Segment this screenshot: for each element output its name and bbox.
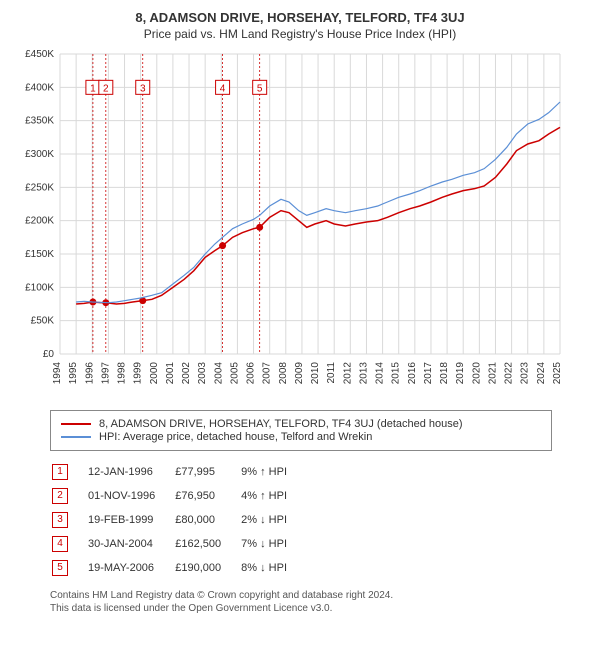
sale-date: 30-JAN-2004	[88, 533, 173, 555]
sale-marker-1: 1	[52, 464, 68, 480]
chart-area: £0 £50K £100K £150K £200K £250K £300K £350K £400…	[10, 49, 590, 402]
table-row: 3 19-FEB-1999£80,0002% ↓ HPI	[52, 509, 305, 531]
sales-table: 112-JAN-1996£77,9959% ↑ HPI201-NOV-1996£…	[50, 459, 307, 581]
svg-text:2011: 2011	[326, 362, 337, 384]
sale-price: £162,500	[175, 533, 239, 555]
svg-text:2007: 2007	[262, 362, 273, 385]
sale-date: 01-NOV-1996	[88, 485, 173, 507]
svg-text:2017: 2017	[423, 362, 434, 385]
svg-text:2000: 2000	[149, 362, 160, 385]
svg-text:2018: 2018	[439, 362, 450, 385]
legend-item: 8, ADAMSON DRIVE, HORSEHAY, TELFORD, TF4…	[61, 418, 541, 430]
sale-delta: 7% ↓ HPI	[241, 533, 305, 555]
sale-marker-3: 3	[52, 512, 68, 528]
svg-text:5: 5	[257, 83, 263, 94]
svg-text:1: 1	[90, 83, 96, 94]
svg-text:2013: 2013	[358, 362, 369, 385]
sale-price: £190,000	[175, 557, 239, 579]
svg-text:2001: 2001	[165, 362, 176, 385]
svg-text:2023: 2023	[520, 362, 531, 385]
svg-text:2022: 2022	[504, 362, 515, 385]
svg-text:2: 2	[103, 83, 109, 94]
sale-price: £76,950	[175, 485, 239, 507]
sale-price: £80,000	[175, 509, 239, 531]
chart-subtitle: Price paid vs. HM Land Registry's House …	[10, 27, 590, 41]
svg-text:2002: 2002	[181, 362, 192, 385]
legend-box: 8, ADAMSON DRIVE, HORSEHAY, TELFORD, TF4…	[50, 410, 552, 451]
sale-delta: 9% ↑ HPI	[241, 461, 305, 483]
svg-text:1999: 1999	[133, 362, 144, 385]
svg-text:2020: 2020	[471, 362, 482, 385]
table-row: 4 30-JAN-2004£162,5007% ↓ HPI	[52, 533, 305, 555]
sale-delta: 4% ↑ HPI	[241, 485, 305, 507]
svg-text:1994: 1994	[52, 362, 63, 385]
svg-text:£400K: £400K	[25, 82, 54, 93]
table-row: 1 12-JAN-1996£77,9959% ↑ HPI	[52, 461, 305, 483]
sale-marker-5: 5	[52, 560, 68, 576]
svg-text:2021: 2021	[487, 362, 498, 385]
legend-label: HPI: Average price, detached house, Telf…	[99, 431, 372, 443]
legend-swatch	[61, 423, 91, 425]
svg-text:1995: 1995	[68, 362, 79, 385]
svg-text:2008: 2008	[278, 362, 289, 385]
svg-text:3: 3	[140, 83, 146, 94]
svg-text:£250K: £250K	[25, 182, 54, 193]
table-row: 5 19-MAY-2006£190,0008% ↓ HPI	[52, 557, 305, 579]
price-chart: £0 £50K £100K £150K £200K £250K £300K £350K £400…	[10, 49, 570, 399]
legend-label: 8, ADAMSON DRIVE, HORSEHAY, TELFORD, TF4…	[99, 418, 463, 430]
legend-item: HPI: Average price, detached house, Telf…	[61, 431, 541, 443]
svg-text:2019: 2019	[455, 362, 466, 385]
svg-text:2024: 2024	[536, 362, 547, 385]
svg-text:2006: 2006	[246, 362, 257, 385]
svg-text:2012: 2012	[342, 362, 353, 385]
svg-text:2004: 2004	[213, 362, 224, 385]
svg-text:£100K: £100K	[25, 282, 54, 293]
table-row: 2 01-NOV-1996£76,9504% ↑ HPI	[52, 485, 305, 507]
svg-text:£150K: £150K	[25, 249, 54, 260]
svg-text:2005: 2005	[229, 362, 240, 385]
chart-title: 8, ADAMSON DRIVE, HORSEHAY, TELFORD, TF4…	[10, 10, 590, 25]
footer-line-1: Contains HM Land Registry data © Crown c…	[50, 589, 590, 602]
svg-text:£300K: £300K	[25, 149, 54, 160]
sale-date: 19-MAY-2006	[88, 557, 173, 579]
svg-text:2014: 2014	[375, 362, 386, 385]
svg-text:£350K: £350K	[25, 116, 54, 127]
svg-text:2025: 2025	[552, 362, 563, 385]
footer-line-2: This data is licensed under the Open Gov…	[50, 602, 590, 615]
svg-text:2009: 2009	[294, 362, 305, 385]
svg-text:1996: 1996	[84, 362, 95, 385]
svg-text:1998: 1998	[117, 362, 128, 385]
svg-text:£450K: £450K	[25, 49, 54, 60]
sale-date: 19-FEB-1999	[88, 509, 173, 531]
svg-text:2016: 2016	[407, 362, 418, 385]
svg-text:1997: 1997	[100, 362, 111, 385]
sale-marker-2: 2	[52, 488, 68, 504]
svg-text:£0: £0	[43, 349, 55, 360]
svg-text:£50K: £50K	[31, 316, 55, 327]
sale-marker-4: 4	[52, 536, 68, 552]
legend-swatch	[61, 436, 91, 438]
svg-text:2010: 2010	[310, 362, 321, 385]
svg-text:2015: 2015	[391, 362, 402, 385]
svg-text:4: 4	[220, 83, 226, 94]
footer-attribution: Contains HM Land Registry data © Crown c…	[50, 589, 590, 615]
svg-text:£200K: £200K	[25, 216, 54, 227]
sale-delta: 8% ↓ HPI	[241, 557, 305, 579]
sale-price: £77,995	[175, 461, 239, 483]
svg-text:2003: 2003	[197, 362, 208, 385]
sale-delta: 2% ↓ HPI	[241, 509, 305, 531]
sale-date: 12-JAN-1996	[88, 461, 173, 483]
